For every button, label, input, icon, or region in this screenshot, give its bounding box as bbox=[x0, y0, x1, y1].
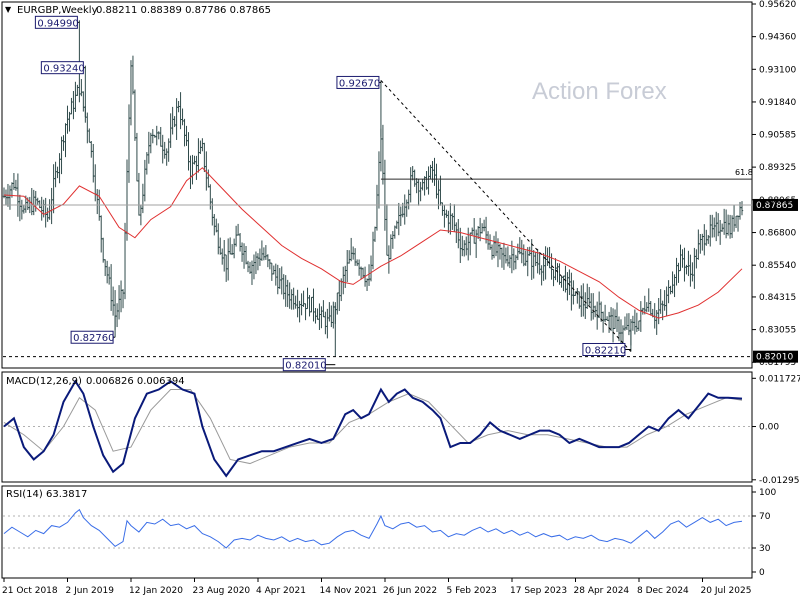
ohlc-bar bbox=[740, 201, 744, 216]
svg-text:0.92670: 0.92670 bbox=[339, 78, 380, 89]
price-y-axis: 0.95620 0.94360 0.93100 0.91840 0.90585 0.893… bbox=[752, 0, 796, 368]
macd-y-tick-label: 0.011727 bbox=[759, 374, 800, 384]
x-tick-label: 26 Jun 2022 bbox=[383, 586, 437, 596]
macd-y-tick-label: -0.012951 bbox=[759, 476, 800, 486]
current-price-label: 0.87865 bbox=[756, 201, 793, 211]
price-extreme-label: 0.82210 bbox=[582, 342, 631, 356]
x-tick-label: 4 Apr 2021 bbox=[256, 586, 306, 596]
svg-text:0.82760: 0.82760 bbox=[73, 333, 114, 344]
support-price-label: 0.82010 bbox=[756, 353, 793, 363]
svg-text:0.82210: 0.82210 bbox=[585, 345, 626, 356]
price-y-tick-label: 0.95620 bbox=[759, 0, 796, 10]
price-y-tick-label: 0.88065 bbox=[759, 196, 796, 206]
rsi-title: RSI(14) bbox=[6, 489, 43, 500]
price-y-tick-label: 0.89325 bbox=[759, 163, 796, 173]
price-overlays: 0.82010 61.8 0.87865 bbox=[3, 80, 798, 363]
svg-text:0.82010: 0.82010 bbox=[285, 361, 326, 372]
symbol-label: EURGBP,Weekly bbox=[17, 5, 98, 16]
price-extreme-label: 0.82010 bbox=[282, 358, 336, 372]
x-tick-label: 8 Dec 2024 bbox=[637, 586, 689, 596]
price-extreme-label: 0.82760 bbox=[70, 330, 116, 344]
x-tick-label: 2 Jun 2019 bbox=[66, 586, 115, 596]
macd-main-line bbox=[3, 379, 743, 478]
rsi-y-tick-label: 0 bbox=[759, 568, 765, 578]
price-extreme-label: 0.92670 bbox=[336, 75, 381, 89]
watermark-text: Action Forex bbox=[532, 78, 667, 105]
rsi-y-tick-label: 70 bbox=[759, 512, 771, 522]
price-y-tick-label: 0.94360 bbox=[759, 33, 796, 43]
price-y-tick-label: 0.86800 bbox=[759, 229, 796, 239]
x-tick-label: 14 Nov 2021 bbox=[320, 586, 378, 596]
price-panel bbox=[1, 1, 753, 369]
macd-values: 0.006826 0.006394 bbox=[86, 376, 185, 387]
price-y-tick-label: 0.83055 bbox=[759, 326, 796, 336]
macd-lines bbox=[3, 379, 752, 478]
rsi-y-axis: 100 70 30 0 bbox=[752, 488, 776, 578]
svg-text:0.94990: 0.94990 bbox=[37, 18, 78, 29]
trendline bbox=[380, 80, 632, 352]
x-tick-label: 28 Apr 2024 bbox=[574, 586, 630, 596]
price-y-tick-label: 0.84315 bbox=[759, 293, 796, 303]
macd-y-tick-label: 0.00 bbox=[759, 423, 779, 433]
ohlc-label: 0.88211 0.88389 0.87786 0.87865 bbox=[96, 5, 271, 16]
x-tick-label: 20 Jul 2025 bbox=[701, 586, 752, 596]
rsi-series-line bbox=[3, 508, 743, 549]
moving-average-line bbox=[3, 167, 743, 319]
svg-text:0.93240: 0.93240 bbox=[43, 64, 84, 75]
rsi-line bbox=[3, 508, 752, 549]
macd-y-axis: 0.011727 0.00 -0.012951 bbox=[752, 374, 800, 486]
price-extreme-label: 0.93240 bbox=[40, 61, 86, 75]
x-tick-label: 23 Aug 2020 bbox=[193, 586, 251, 596]
fib-618-label: 61.8 bbox=[735, 168, 753, 177]
x-tick-label: 12 Jan 2020 bbox=[129, 586, 183, 596]
rsi-value: 63.3817 bbox=[46, 489, 87, 500]
price-y-tick-label: 0.91840 bbox=[759, 98, 796, 108]
price-annotations: 0.94990 0.93240 0.92670 0.82760 0.82010 0.822… bbox=[34, 15, 631, 372]
x-tick-label: 17 Sep 2023 bbox=[510, 586, 567, 596]
rsi-y-tick-label: 100 bbox=[759, 488, 776, 498]
x-tick-label: 21 Oct 2018 bbox=[2, 586, 58, 596]
support-price-box bbox=[753, 350, 798, 363]
price-y-tick-label: 0.90585 bbox=[759, 130, 796, 140]
collapse-triangle-icon[interactable]: ▼ bbox=[5, 5, 12, 14]
rsi-panel bbox=[1, 485, 753, 579]
price-y-tick-label: 0.85540 bbox=[759, 261, 796, 271]
current-price-box bbox=[753, 198, 798, 211]
price-y-tick-label: 0.81795 bbox=[759, 358, 796, 368]
x-tick-label: 5 Feb 2023 bbox=[447, 586, 497, 596]
macd-title: MACD(12,26,9) bbox=[6, 376, 82, 387]
price-y-tick-label: 0.93100 bbox=[759, 65, 796, 75]
rsi-y-tick-label: 30 bbox=[759, 544, 771, 554]
price-extreme-label: 0.94990 bbox=[34, 15, 80, 29]
x-axis: 21 Oct 2018 2 Jun 2019 12 Jan 2020 23 Aug 2… bbox=[2, 578, 751, 596]
